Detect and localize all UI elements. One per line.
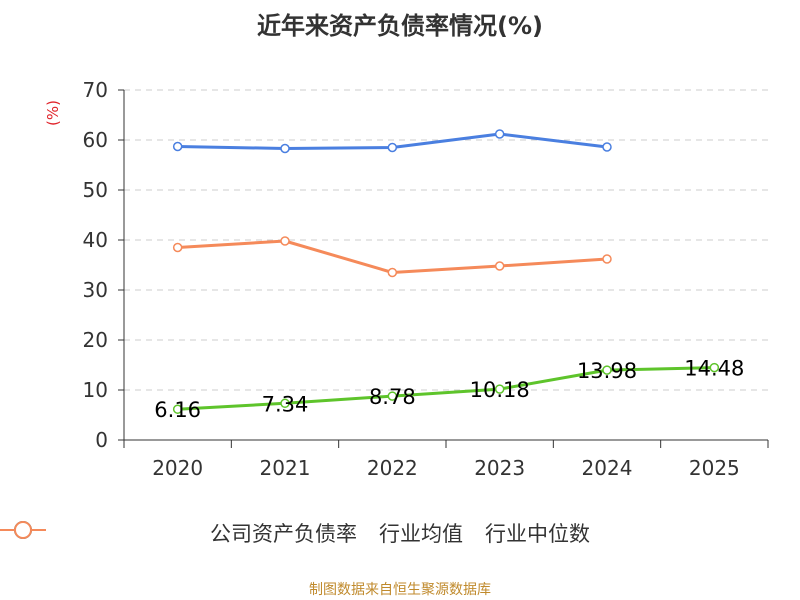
x-tick-label-2024: 2024 — [582, 456, 633, 480]
legend-item-industry-mean[interactable]: 行业均值 — [0, 518, 463, 548]
grid-lines — [124, 89, 768, 391]
point-2-2021 — [280, 236, 290, 246]
y-tick-label-0: 0 — [95, 428, 108, 452]
source-note: 制图数据来自恒生聚源数据库 — [309, 582, 491, 598]
data-label-0-2020: 6.16 — [154, 398, 201, 422]
axes: 0 10 20 30 40 50 60 70 2020 2021 2022 2023 2024 2025 — [83, 78, 769, 480]
point-0-2025 — [709, 362, 720, 373]
y-tick-label-30: 30 — [83, 278, 108, 302]
legend-label-industry-mean: 行业均值 — [379, 522, 463, 546]
point-1-2024 — [602, 142, 612, 152]
legend-item-industry-median[interactable]: 行业中位数 — [0, 518, 590, 548]
point-2-2023 — [494, 261, 505, 271]
y-tick-label-40: 40 — [83, 228, 108, 252]
point-0-2022 — [387, 391, 398, 401]
point-2-2022 — [387, 267, 398, 278]
y-tick-label-20: 20 — [83, 328, 108, 352]
legend-label-company: 公司资产负债率 — [210, 522, 357, 546]
x-tick-label-2020: 2020 — [152, 456, 203, 480]
y-tick-label-50: 50 — [83, 178, 108, 202]
point-2-2020 — [172, 242, 183, 253]
point-1-2021 — [280, 143, 290, 154]
legend: 公司资产负债率 行业均值 行业中位数 — [0, 518, 800, 548]
data-label-0-2025: 14.48 — [684, 357, 744, 381]
data-label-0-2023: 10.18 — [470, 378, 530, 402]
data-label-0-2021: 7.34 — [262, 392, 309, 416]
x-tick-label-2023: 2023 — [474, 456, 525, 480]
series-line-0 — [177, 366, 715, 411]
y-tick-label-70: 70 — [83, 78, 108, 102]
point-0-2020 — [172, 404, 183, 414]
point-2-2024 — [602, 254, 612, 264]
legend-swatch-industry-median-icon — [0, 521, 46, 539]
point-1-2023 — [494, 129, 505, 139]
data-label-0-2024: 13.98 — [577, 359, 637, 383]
point-0-2021 — [280, 398, 290, 409]
point-1-2022 — [387, 142, 398, 153]
chart-title: 近年来资产负债率情况(%) — [257, 12, 543, 40]
data-labels: 6.16 7.34 8.78 10.18 13.98 14.48 — [154, 357, 744, 423]
x-tick-label-2021: 2021 — [260, 456, 311, 480]
y-tick-label-60: 60 — [83, 128, 108, 152]
legend-item-company[interactable]: 公司资产负债率 — [0, 518, 357, 548]
legend-label-industry-median: 行业中位数 — [485, 522, 590, 546]
x-tick-label-2022: 2022 — [367, 456, 418, 480]
y-tick-label-10: 10 — [83, 378, 108, 402]
series-lines — [172, 129, 720, 414]
x-tick-label-2025: 2025 — [689, 456, 740, 480]
data-label-0-2022: 8.78 — [369, 385, 416, 409]
point-1-2020 — [172, 141, 183, 152]
point-0-2023 — [494, 384, 505, 394]
point-0-2024 — [602, 365, 612, 375]
